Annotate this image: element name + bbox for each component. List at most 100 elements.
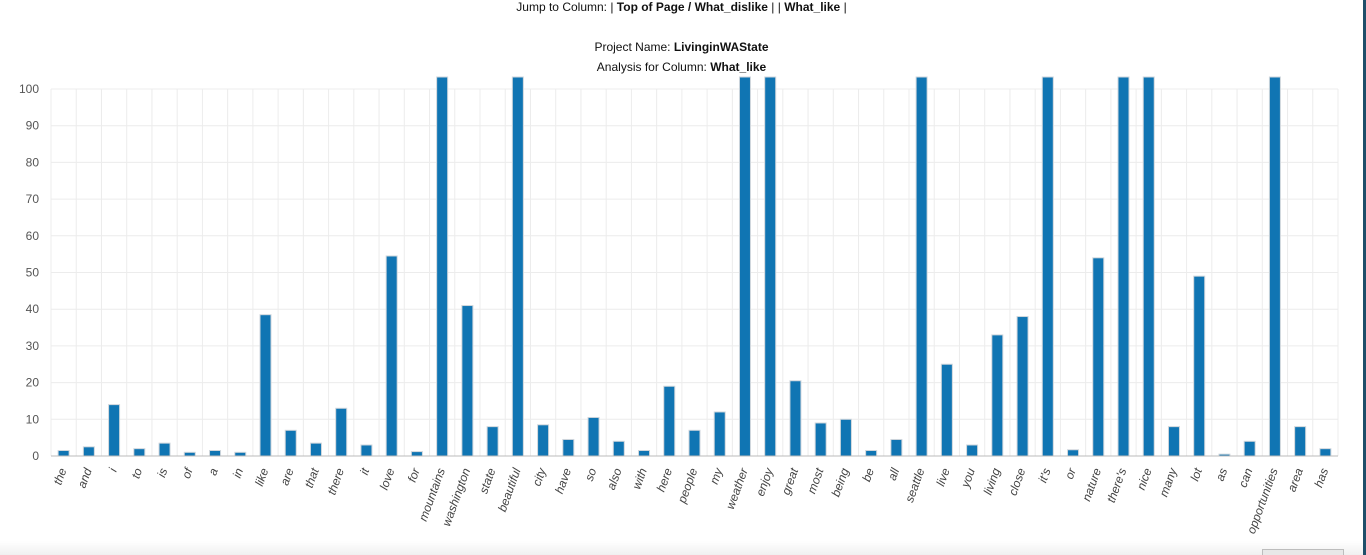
bar-there[interactable] bbox=[335, 407, 348, 457]
bar-state[interactable] bbox=[486, 426, 499, 457]
project-name-line: Project Name: LivinginWAState bbox=[0, 40, 1363, 54]
x-tick-label: and bbox=[75, 466, 95, 490]
x-tick-label: like bbox=[252, 466, 271, 488]
bar-so[interactable] bbox=[587, 416, 600, 457]
x-tick-label: enjoy bbox=[753, 465, 776, 498]
link-top-what-dislike[interactable]: Top of Page / What_dislike bbox=[616, 0, 768, 14]
x-tick-label: is bbox=[154, 466, 170, 479]
bar-can[interactable] bbox=[1243, 440, 1256, 457]
jump-label: Jump to Column: | bbox=[516, 0, 614, 14]
bar-its[interactable] bbox=[1041, 76, 1054, 457]
bar-opportunities[interactable] bbox=[1268, 76, 1281, 457]
x-tick-label: to bbox=[129, 466, 146, 480]
x-tick-label: are bbox=[277, 466, 296, 487]
bar-love[interactable] bbox=[385, 255, 398, 457]
x-tick-label: my bbox=[707, 465, 726, 486]
bar-many[interactable] bbox=[1167, 426, 1180, 457]
bar-it[interactable] bbox=[360, 444, 373, 457]
bar-to[interactable] bbox=[133, 448, 146, 457]
x-tick-label: you bbox=[958, 466, 978, 490]
bar-theres[interactable] bbox=[1117, 76, 1130, 457]
bar-you[interactable] bbox=[966, 444, 979, 457]
y-tick-label: 100 bbox=[19, 82, 39, 96]
x-tick-label: living bbox=[981, 466, 1004, 497]
x-tick-label: weather bbox=[723, 465, 751, 511]
bar-being[interactable] bbox=[839, 418, 852, 457]
x-tick-label: here bbox=[654, 466, 675, 494]
bar-most[interactable] bbox=[814, 422, 827, 457]
y-tick-label: 60 bbox=[26, 229, 40, 243]
x-tick-label: also bbox=[604, 466, 625, 492]
bar-like[interactable] bbox=[259, 314, 272, 457]
bar-and[interactable] bbox=[82, 446, 95, 457]
x-tick-label: all bbox=[885, 466, 902, 482]
x-tick-label: being bbox=[829, 466, 852, 499]
y-tick-label: 40 bbox=[26, 302, 40, 316]
bar-all[interactable] bbox=[890, 438, 903, 457]
x-tick-label: close bbox=[1006, 466, 1029, 497]
x-tick-label: have bbox=[552, 466, 574, 496]
x-tick-label: for bbox=[405, 465, 423, 484]
bar-nature[interactable] bbox=[1092, 257, 1105, 457]
bottom-tab-handle[interactable] bbox=[1262, 549, 1344, 555]
bar-a[interactable] bbox=[209, 449, 222, 457]
x-tick-label: many bbox=[1157, 465, 1181, 498]
bar-beautiful[interactable] bbox=[511, 76, 524, 457]
bottom-shadow bbox=[0, 541, 1363, 555]
x-tick-label: there's bbox=[1104, 466, 1129, 504]
x-tick-label: of bbox=[179, 465, 196, 481]
analysis-column-line: Analysis for Column: What_like bbox=[0, 60, 1363, 74]
x-tick-label: i bbox=[106, 466, 120, 474]
bar-washington[interactable] bbox=[461, 305, 474, 457]
analysis-label: Analysis for Column: bbox=[596, 60, 707, 74]
bar-with[interactable] bbox=[638, 449, 651, 457]
bar-here[interactable] bbox=[663, 385, 676, 457]
bar-live[interactable] bbox=[940, 363, 953, 457]
bar-seattle[interactable] bbox=[915, 76, 928, 457]
bar-living[interactable] bbox=[991, 334, 1004, 457]
x-tick-label: love bbox=[377, 466, 398, 492]
bar-for[interactable] bbox=[410, 451, 423, 457]
x-tick-label: live bbox=[933, 466, 952, 488]
y-tick-label: 50 bbox=[26, 266, 40, 280]
bar-mountains[interactable] bbox=[436, 76, 449, 457]
bar-be[interactable] bbox=[865, 449, 878, 457]
bar-are[interactable] bbox=[284, 429, 297, 457]
y-tick-label: 80 bbox=[26, 155, 40, 169]
x-tick-label: beautiful bbox=[495, 466, 524, 514]
bar-have[interactable] bbox=[562, 438, 575, 457]
bar-is[interactable] bbox=[158, 442, 171, 457]
bar-nice[interactable] bbox=[1142, 76, 1155, 457]
bar-that[interactable] bbox=[309, 442, 322, 457]
bar-city[interactable] bbox=[537, 424, 550, 457]
bar-my[interactable] bbox=[713, 411, 726, 457]
x-tick-label: nature bbox=[1079, 466, 1104, 503]
x-tick-label: it bbox=[357, 466, 372, 477]
link-what-like[interactable]: What_like bbox=[784, 0, 841, 14]
x-tick-label: most bbox=[804, 466, 826, 496]
bar-great[interactable] bbox=[789, 380, 802, 457]
x-tick-label: so bbox=[582, 466, 600, 483]
x-tick-label: can bbox=[1236, 466, 1256, 489]
bar-weather[interactable] bbox=[738, 76, 751, 457]
bar-the[interactable] bbox=[57, 449, 70, 457]
y-tick-label: 70 bbox=[26, 192, 40, 206]
y-tick-label: 10 bbox=[26, 412, 40, 426]
bar-also[interactable] bbox=[612, 440, 625, 457]
bar-area[interactable] bbox=[1294, 426, 1307, 457]
bar-lot[interactable] bbox=[1193, 275, 1206, 457]
bar-of[interactable] bbox=[183, 451, 196, 457]
x-tick-label: city bbox=[530, 465, 550, 488]
x-tick-label: people bbox=[674, 466, 700, 506]
x-tick-label: it's bbox=[1036, 466, 1054, 484]
bar-people[interactable] bbox=[688, 429, 701, 457]
bar-i[interactable] bbox=[108, 404, 121, 457]
bar-close[interactable] bbox=[1016, 316, 1029, 457]
bar-in[interactable] bbox=[234, 451, 247, 457]
bar-enjoy[interactable] bbox=[764, 76, 777, 457]
bar-has[interactable] bbox=[1319, 448, 1332, 457]
bar-or[interactable] bbox=[1067, 449, 1080, 457]
window-edge bbox=[1363, 0, 1366, 555]
x-tick-label: seattle bbox=[902, 466, 927, 504]
